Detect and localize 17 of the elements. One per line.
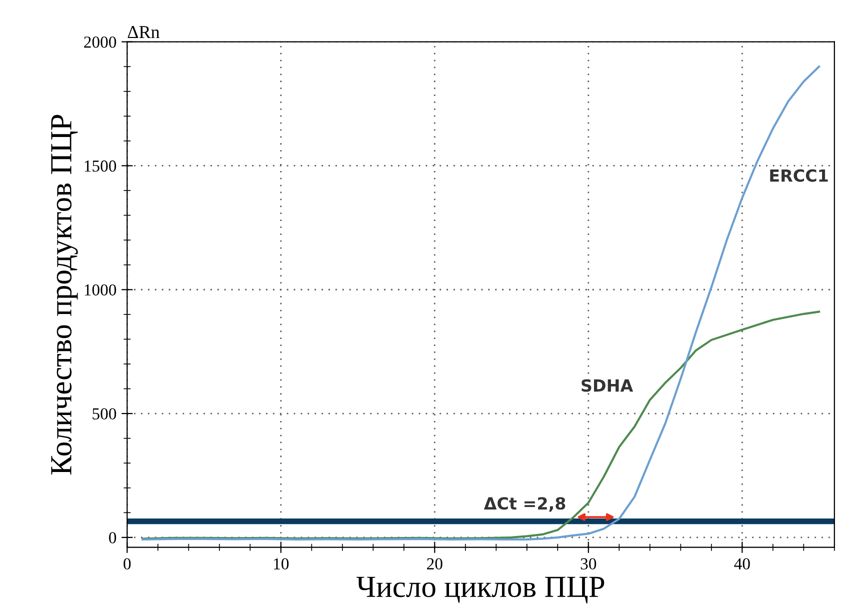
y-tick-label: 2000 [84,36,116,48]
annotation: ΔCt =2,8 [484,497,566,512]
y-tick-label: 1500 [84,160,116,172]
x-tick-label: 40 [734,558,750,570]
series-label: ERCC1 [770,169,828,182]
y-tick-label: 500 [92,408,116,420]
line-series [141,310,820,540]
series-label: SDHA [582,379,634,392]
x-tick-label: 0 [124,558,131,570]
x-axis-title: Число циклов ПЦР [356,576,604,604]
x-tick-label: 30 [580,558,596,570]
y-tick-label: 1000 [84,284,116,296]
text: ΔRn [128,26,160,38]
y-axis-title: Количество продуктов ПЦР [51,114,78,475]
x-tick-label: 10 [274,558,289,570]
y-tick-label: 0 [109,532,116,544]
x-tick-label: 20 [427,558,442,570]
